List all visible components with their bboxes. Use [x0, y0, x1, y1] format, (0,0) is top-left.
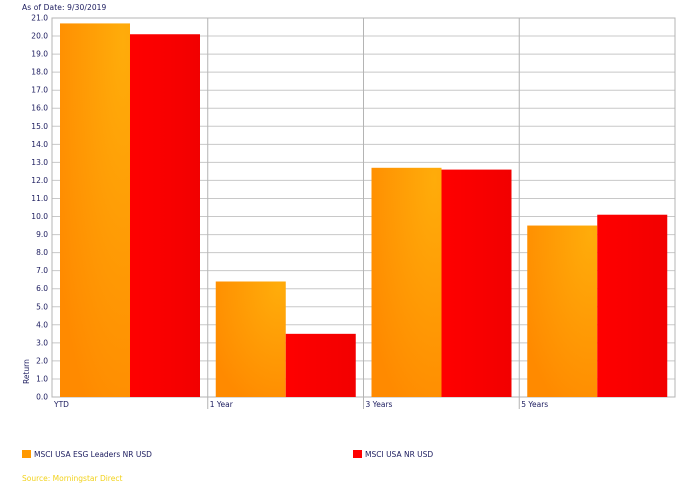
y-tick-label: 6.0: [36, 284, 48, 293]
legend-label-series-2: MSCI USA NR USD: [365, 449, 434, 459]
as-of-date: As of Date: 9/30/2019: [22, 3, 107, 12]
bar-usa-5-years: [597, 214, 668, 397]
bars-layer: [60, 23, 668, 398]
y-axis-title: Return: [22, 359, 31, 384]
x-tick-label: YTD: [53, 400, 69, 409]
bar-esg-leaders-3-years: [371, 167, 442, 397]
y-tick-label: 2.0: [36, 356, 48, 365]
bar-usa-1-year: [285, 333, 356, 397]
y-tick-label: 7.0: [36, 266, 48, 275]
legend-swatch-red: [353, 450, 362, 458]
y-tick-label: 14.0: [31, 140, 48, 149]
y-tick-label: 5.0: [36, 302, 48, 311]
y-tick-label: 16.0: [31, 104, 48, 113]
y-tick-label: 15.0: [31, 122, 48, 131]
bar-usa-ytd: [130, 34, 200, 397]
y-tick-label: 20.0: [31, 32, 48, 41]
x-tick-label: 5 Years: [521, 400, 548, 409]
legend-swatch-orange: [22, 450, 31, 458]
legend-item-series-2: MSCI USA NR USD: [353, 448, 433, 460]
legend-item-series-1: MSCI USA ESG Leaders NR USD: [22, 448, 152, 460]
y-tick-label: 19.0: [31, 50, 48, 59]
bar-esg-leaders-ytd: [60, 23, 130, 398]
x-tick-labels: YTD 1 Year 3 Years 5 Years: [53, 400, 548, 409]
x-tick-label: 1 Year: [210, 400, 234, 409]
y-tick-label: 11.0: [31, 194, 48, 203]
y-tick-label: 18.0: [31, 68, 48, 77]
y-tick-labels: 0.0 1.0 2.0 3.0 4.0 5.0 6.0 7.0 8.0 9.0 10.0 11.0 12…: [31, 14, 48, 402]
legend-label-series-1: MSCI USA ESG Leaders NR USD: [34, 449, 152, 459]
bar-esg-leaders-5-years: [527, 225, 598, 397]
y-tick-label: 4.0: [36, 320, 48, 329]
y-tick-label: 21.0: [31, 14, 48, 23]
bar-usa-3-years: [441, 169, 512, 397]
bar-esg-leaders-1-year: [215, 281, 286, 397]
bar-chart: 0.0 1.0 2.0 3.0 4.0 5.0 6.0 7.0 8.0 9.0 10.0 11.0 12…: [22, 14, 676, 409]
y-tick-label: 8.0: [36, 248, 48, 257]
source-note: Source: Morningstar Direct: [22, 474, 123, 483]
y-tick-label: 13.0: [31, 158, 48, 167]
y-tick-label: 9.0: [36, 230, 48, 239]
y-tick-label: 0.0: [36, 393, 48, 402]
y-tick-label: 12.0: [31, 176, 48, 185]
y-tick-label: 1.0: [36, 374, 48, 383]
y-tick-label: 17.0: [31, 86, 48, 95]
x-tick-label: 3 Years: [366, 400, 393, 409]
y-tick-label: 10.0: [31, 212, 48, 221]
y-tick-label: 3.0: [36, 338, 48, 347]
